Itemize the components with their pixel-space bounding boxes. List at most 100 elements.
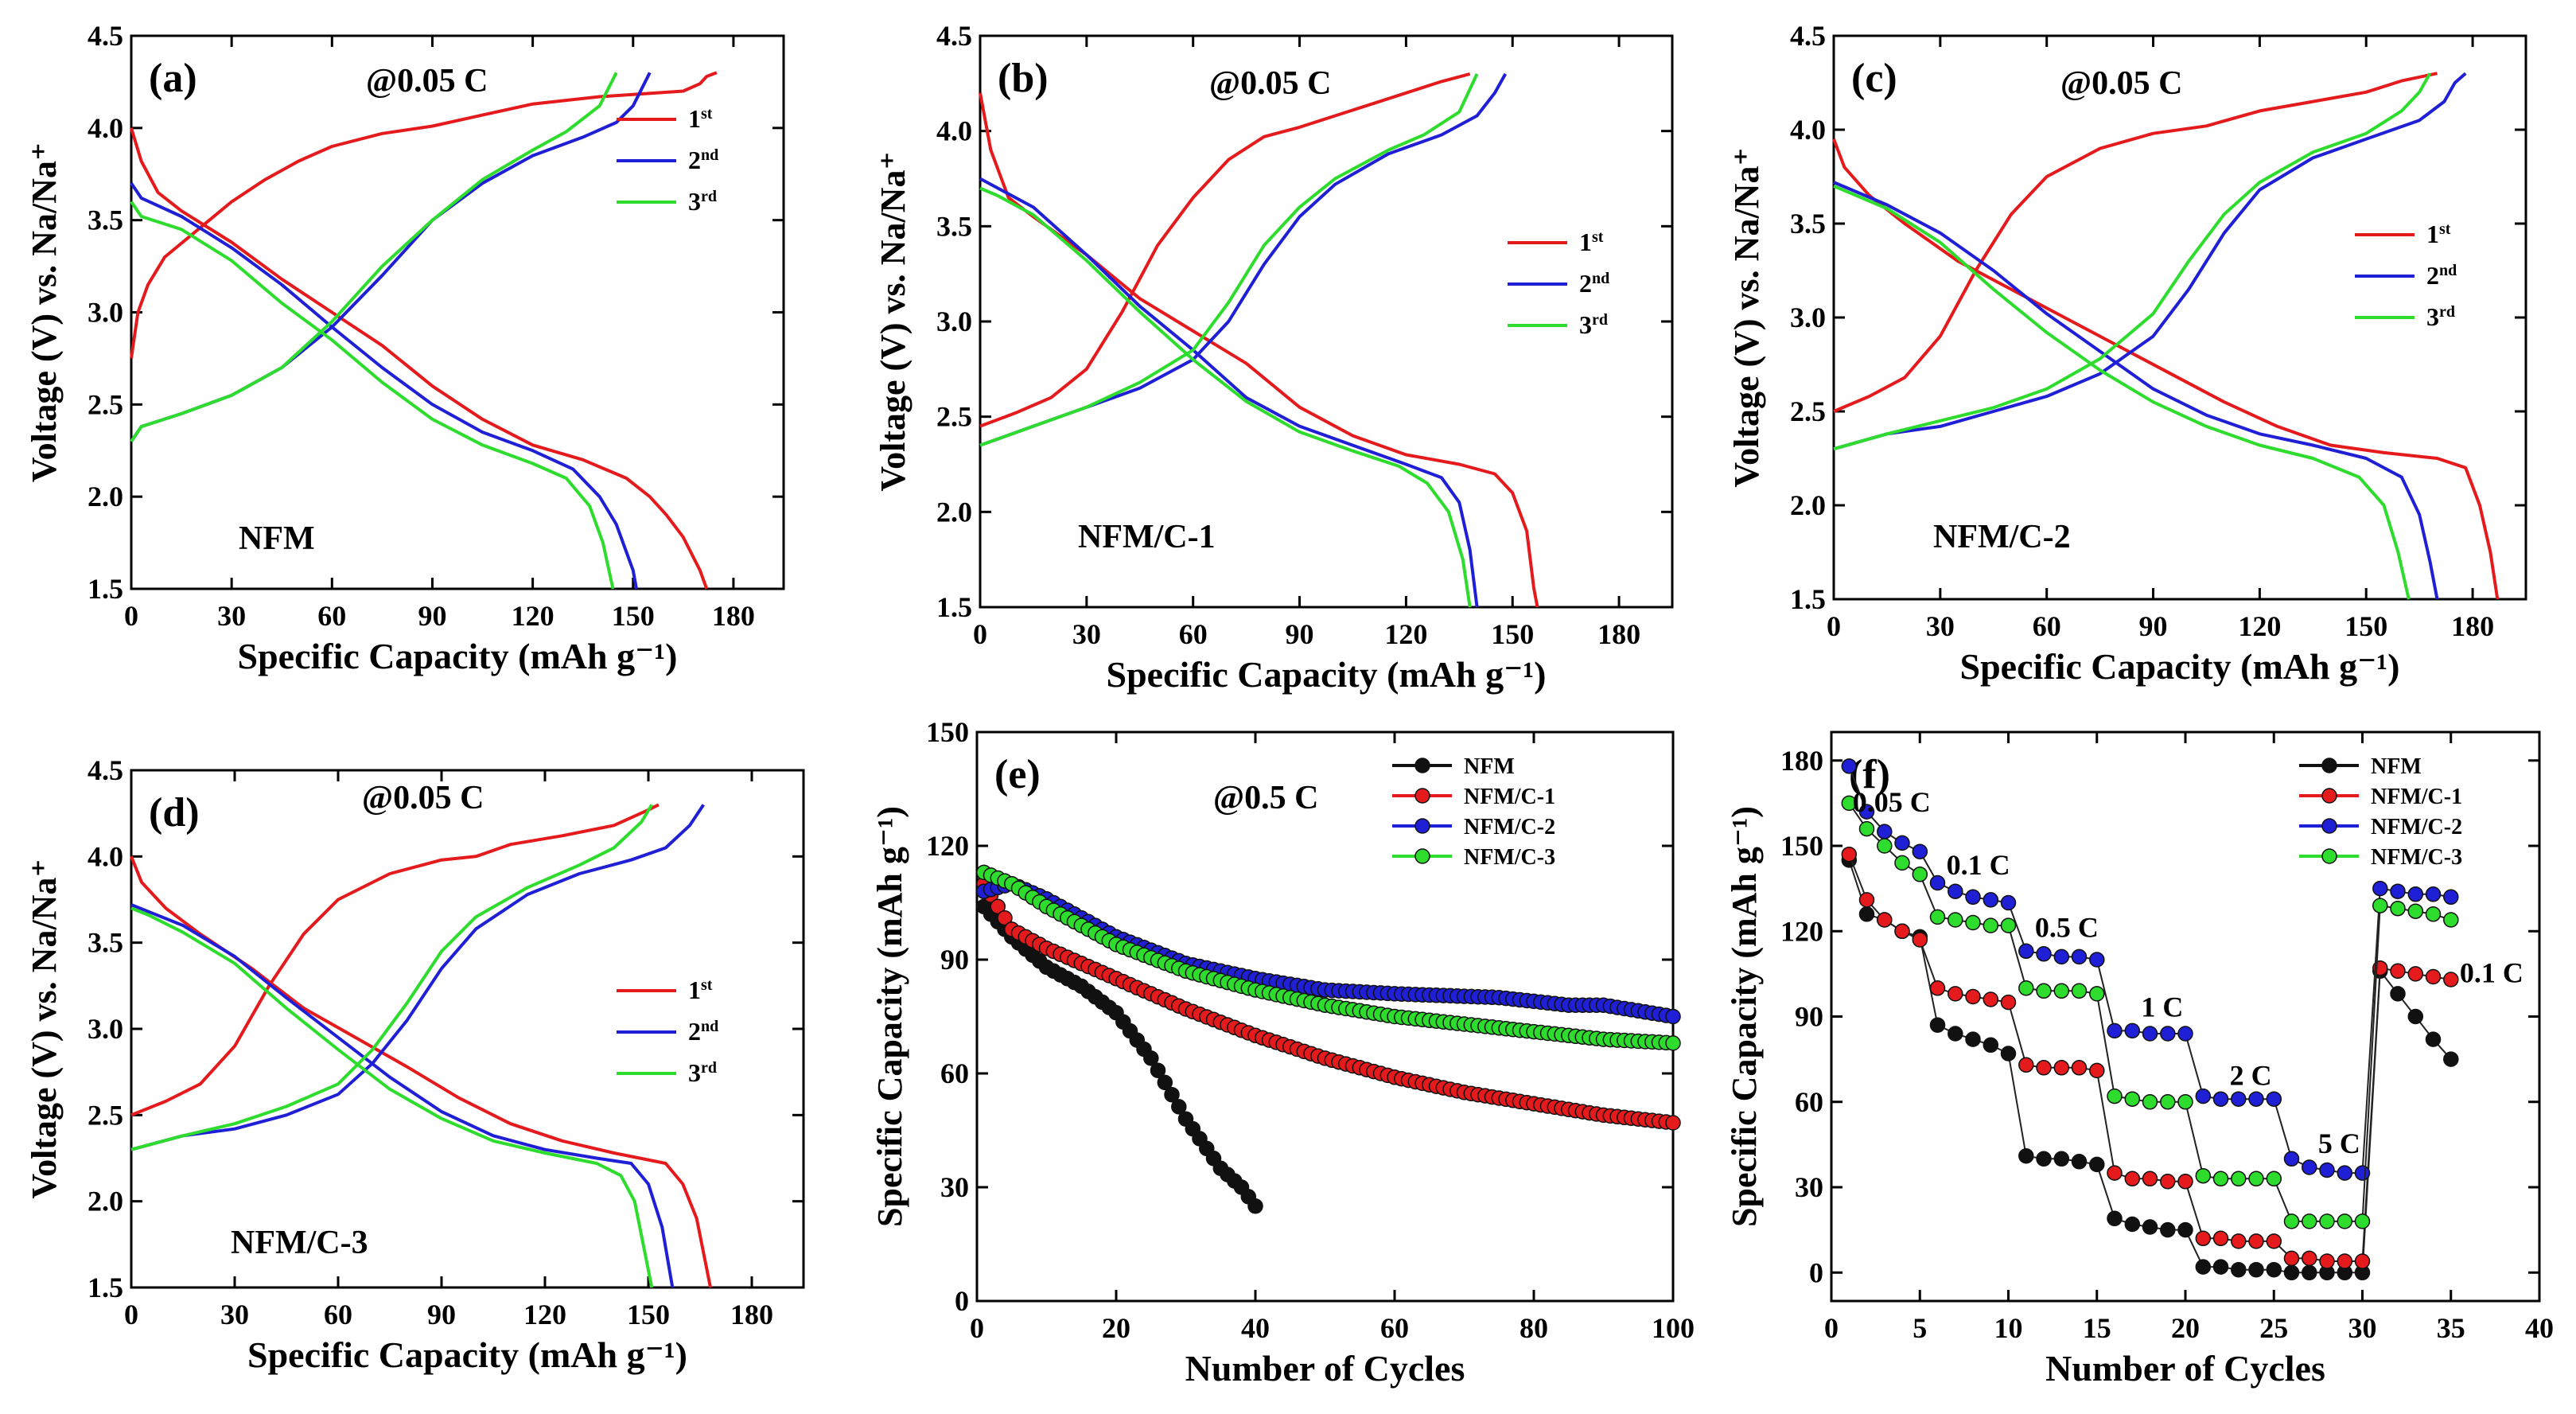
- voltage-curve-2: [1833, 72, 2467, 451]
- data-point: [1929, 980, 1946, 996]
- legend: NFM NFM/C-1 NFM/C-2 NFM/C-3: [1392, 754, 1555, 870]
- y-tick-label: 4.0: [936, 115, 972, 147]
- data-point: [2124, 1216, 2141, 1233]
- data-point: [1894, 835, 1910, 851]
- data-point: [2354, 1253, 2371, 1269]
- legend-marker: [1414, 818, 1430, 834]
- data-point: [1143, 1050, 1159, 1066]
- y-tick-label: 120: [1780, 915, 1823, 947]
- y-tick-label: 2.5: [936, 401, 972, 433]
- x-tick-label: 30: [2348, 1312, 2377, 1344]
- legend: 1st 2nd 3rd: [617, 104, 718, 216]
- legend: 1st 2nd 3rd: [1508, 228, 1609, 339]
- legend-item: 2nd: [2355, 261, 2457, 290]
- series-nfm-c-1: [976, 875, 1681, 1131]
- rate-annotation: 2 C: [2230, 1059, 2272, 1091]
- data-point: [2000, 917, 2017, 933]
- data-point: [2053, 983, 2070, 999]
- data-point: [1948, 912, 1963, 928]
- data-point: [2195, 1088, 2212, 1104]
- legend-label: NFM/C-2: [1464, 815, 1555, 839]
- data-point: [2160, 1026, 2176, 1042]
- x-tick-label: 100: [1652, 1312, 1695, 1344]
- rate-label: @0.05 C: [362, 780, 484, 816]
- x-tick-label: 60: [1380, 1312, 1409, 1344]
- data-point: [1983, 1037, 1999, 1054]
- data-point: [1877, 838, 1893, 854]
- voltage-curve-0: [130, 71, 718, 359]
- data-point: [1894, 855, 1910, 871]
- series-nfm-c-3: [1841, 795, 2459, 1229]
- data-point: [2337, 1253, 2353, 1269]
- data-point: [2283, 1213, 2300, 1229]
- y-tick-label: 1.5: [88, 1272, 123, 1303]
- x-tick-label: 90: [418, 600, 446, 632]
- legend-label: 1st: [1579, 228, 1604, 256]
- x-tick-label: 0: [124, 600, 138, 632]
- voltage-curve-1: [130, 855, 712, 1288]
- data-point: [2000, 994, 2017, 1011]
- x-axis-label: Number of Cycles: [2045, 1348, 2325, 1389]
- data-point: [2018, 980, 2034, 996]
- data-point: [1983, 892, 1999, 908]
- x-tick-label: 180: [712, 600, 755, 632]
- x-tick-label: 0: [1824, 1312, 1839, 1344]
- data-point: [2177, 1026, 2193, 1042]
- data-point: [1929, 909, 1946, 925]
- data-point: [1912, 843, 1928, 859]
- x-tick-label: 150: [2344, 610, 2387, 642]
- data-point: [2425, 906, 2442, 922]
- legend-marker: [2321, 758, 2337, 773]
- data-point: [2302, 1264, 2317, 1281]
- voltage-curve-4: [130, 72, 618, 442]
- y-tick-label: 3.5: [88, 205, 123, 236]
- rate-annotation: 0.5 C: [2035, 911, 2099, 943]
- x-tick-label: 30: [220, 1299, 249, 1330]
- x-tick-label: 30: [1926, 610, 1955, 642]
- data-point: [2390, 883, 2406, 899]
- data-point: [2053, 1151, 2070, 1167]
- legend-label: 2nd: [688, 1017, 718, 1046]
- legend-item: 1st: [617, 976, 713, 1004]
- data-point: [2266, 1233, 2282, 1249]
- data-point: [2390, 986, 2406, 1002]
- y-tick-label: 1.5: [1790, 583, 1826, 615]
- legend-label: 2nd: [688, 146, 718, 174]
- y-tick-label: 180: [1780, 745, 1823, 777]
- legend: NFM NFM/C-1 NFM/C-2 NFM/C-3: [2299, 754, 2462, 870]
- y-tick-label: 4.5: [88, 754, 123, 786]
- y-tick-label: 150: [926, 716, 969, 748]
- legend-marker: [2321, 818, 2337, 834]
- x-tick-label: 180: [1597, 618, 1640, 650]
- x-tick-label: 80: [1520, 1312, 1548, 1344]
- data-point: [2000, 1046, 2017, 1061]
- y-axis-label: Specific Capacity (mAh g⁻¹): [870, 806, 909, 1227]
- data-point: [2302, 1213, 2317, 1229]
- voltage-curve-5: [130, 201, 615, 590]
- y-tick-label: 3.5: [936, 210, 972, 242]
- y-axis-label: Specific Capacity (mAh g⁻¹): [1725, 806, 1764, 1227]
- y-tick-label: 30: [940, 1171, 969, 1203]
- data-point: [2407, 903, 2424, 919]
- data-point: [2248, 1233, 2264, 1249]
- x-tick-label: 40: [2525, 1312, 2554, 1344]
- data-point: [1841, 795, 1858, 812]
- x-tick-label: 90: [427, 1299, 456, 1330]
- data-point: [2089, 1062, 2105, 1079]
- rate-annotation: 1 C: [2141, 991, 2183, 1023]
- data-point: [2372, 880, 2388, 897]
- data-point: [2354, 1165, 2371, 1181]
- x-tick-label: 40: [1241, 1312, 1270, 1344]
- data-point: [2212, 1259, 2229, 1275]
- voltage-curve-3: [1833, 181, 2439, 600]
- data-point: [2142, 1026, 2158, 1042]
- data-point: [2071, 1060, 2088, 1076]
- voltage-curve-1: [130, 127, 709, 590]
- voltage-curve-5: [130, 906, 654, 1288]
- data-point: [2160, 1174, 2176, 1190]
- legend-item: NFM/C-1: [1392, 785, 1555, 809]
- y-tick-label: 3.0: [88, 297, 123, 329]
- legend-marker: [1414, 758, 1430, 773]
- plot-frame: [975, 730, 1675, 1303]
- data-point: [2231, 1261, 2247, 1278]
